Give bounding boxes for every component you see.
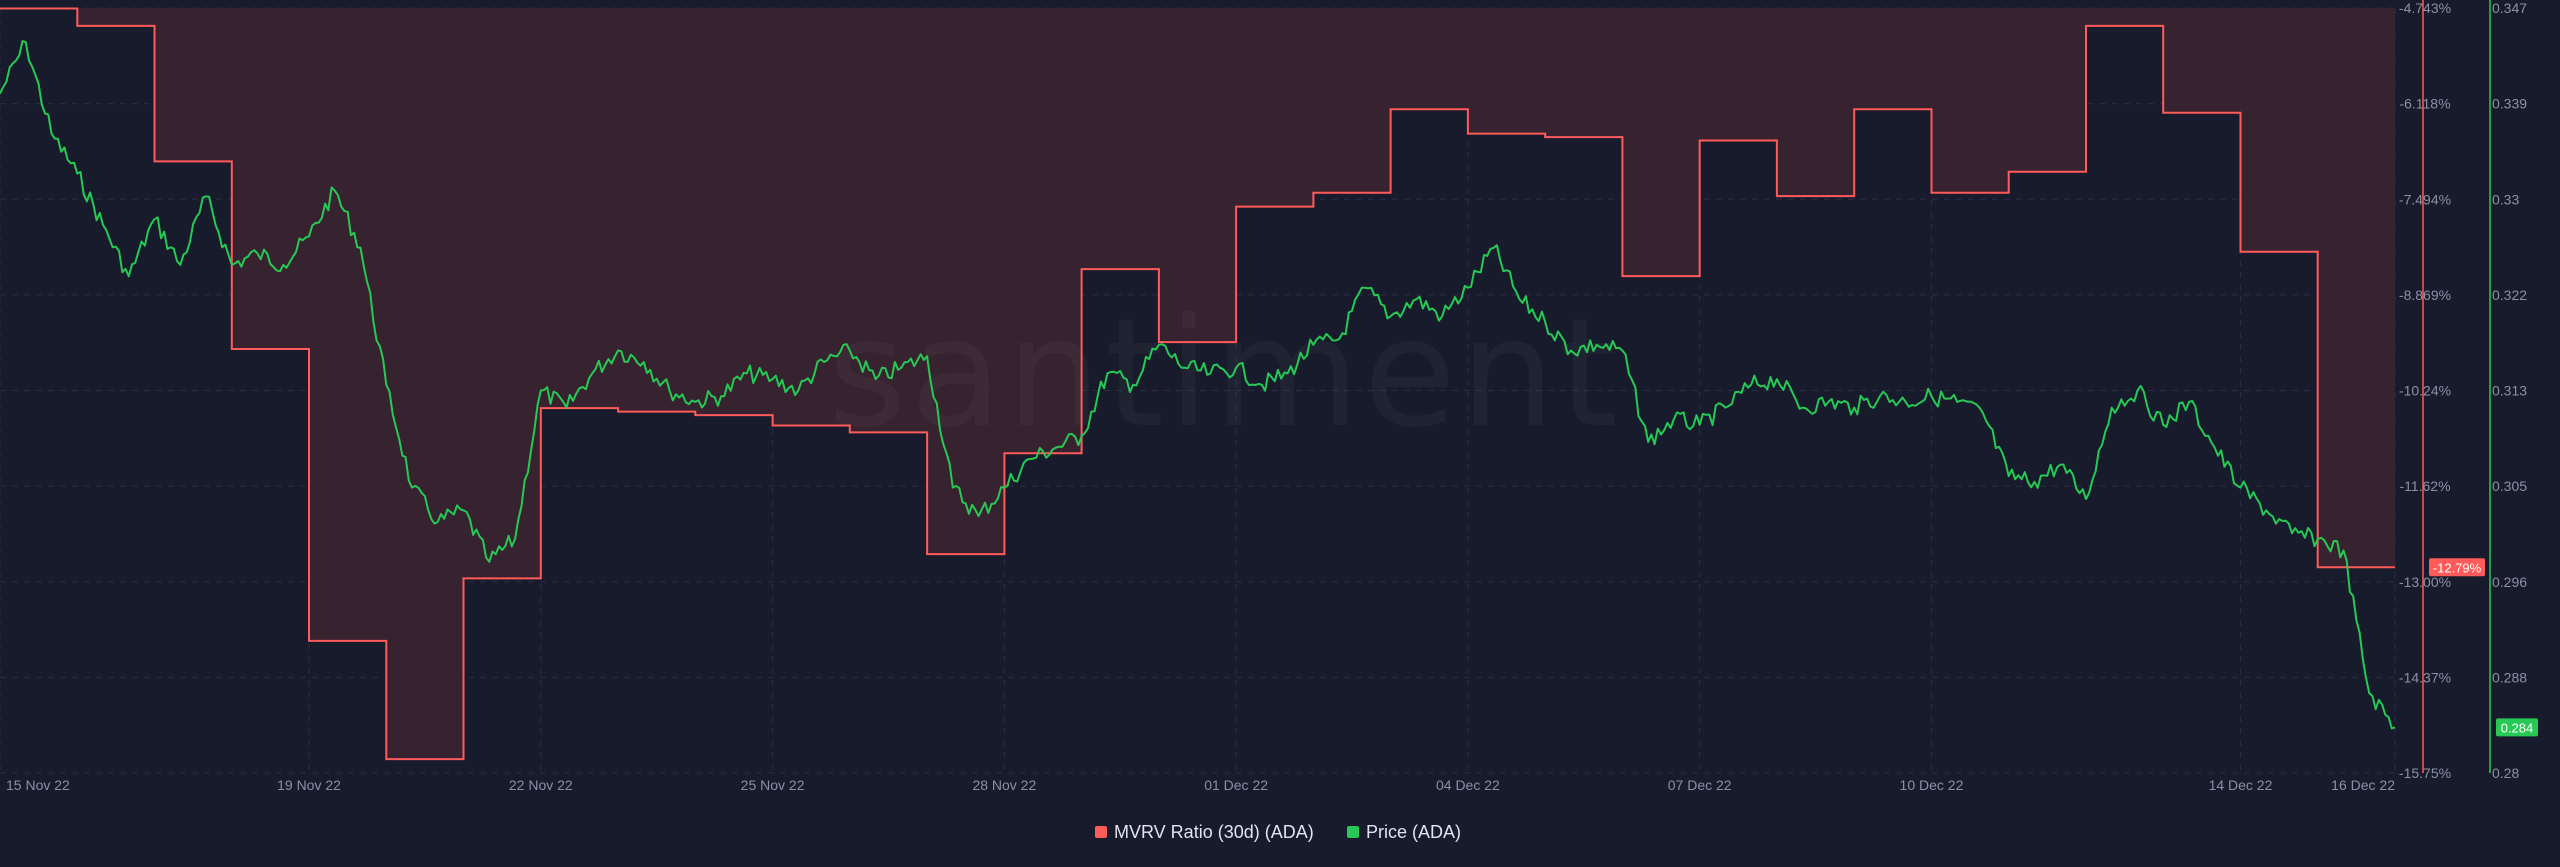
axis-layer: -4.743% 0.347 -6.118% 0.339 -7.494% 0.33 -8.86…	[6, 0, 2527, 793]
right-axis-tick-label: 0.347	[2492, 0, 2527, 16]
legend: MVRV Ratio (30d) (ADA) Price (ADA)	[1095, 822, 1461, 842]
x-axis-tick-label: 16 Dec 22	[2331, 777, 2395, 793]
left-axis-tick-label: -13.00%	[2399, 574, 2451, 590]
left-axis-tick-label: -14.37%	[2399, 669, 2451, 685]
left-axis-tick-label: -15.75%	[2399, 765, 2451, 781]
x-axis-tick-label: 22 Nov 22	[509, 777, 573, 793]
left-axis-tick-label: -11.62%	[2399, 478, 2450, 494]
right-axis-tick-label: 0.322	[2492, 287, 2527, 303]
right-axis-tick-label: 0.288	[2492, 669, 2527, 685]
x-axis-tick-label: 15 Nov 22	[6, 777, 70, 793]
x-axis-tick-label: 25 Nov 22	[741, 777, 805, 793]
right-axis-tick-label: 0.313	[2492, 383, 2527, 399]
right-axis-tick-label: 0.296	[2492, 574, 2527, 590]
legend-label: MVRV Ratio (30d) (ADA)	[1114, 822, 1314, 842]
right-axis-tick-label: 0.305	[2492, 478, 2527, 494]
x-axis-tick-label: 04 Dec 22	[1436, 777, 1500, 793]
left-axis-tick-label: -4.743%	[2399, 0, 2451, 16]
mvrv-last-value-label: -12.79%	[2433, 560, 2482, 575]
legend-swatch	[1347, 826, 1359, 838]
legend-label: Price (ADA)	[1366, 822, 1461, 842]
right-axis-tick-label: 0.28	[2492, 765, 2519, 781]
x-axis-tick-label: 19 Nov 22	[277, 777, 341, 793]
right-axis-tick-label: 0.339	[2492, 96, 2527, 112]
legend-swatch	[1095, 826, 1107, 838]
x-axis-tick-label: 07 Dec 22	[1668, 777, 1732, 793]
price-last-value-label: 0.284	[2501, 720, 2534, 735]
last-value-badges: -12.79% 0.284	[2429, 558, 2538, 737]
santiment-watermark: santiment	[828, 287, 1622, 461]
x-axis-tick-label: 10 Dec 22	[1900, 777, 1964, 793]
x-axis-tick-label: 14 Dec 22	[2209, 777, 2273, 793]
right-axis-tick-label: 0.33	[2492, 191, 2519, 207]
mvrv-series-line	[0, 7, 2395, 761]
left-axis-tick-label: -10.24%	[2399, 383, 2451, 399]
left-axis-tick-label: -8.869%	[2399, 287, 2451, 303]
series-layer	[0, 7, 2396, 761]
mvrv-last-value-badge	[2429, 558, 2485, 577]
left-axis-tick-label: -6.118%	[2399, 96, 2450, 112]
price-last-value-badge	[2496, 718, 2538, 737]
price-series-line	[0, 40, 2396, 730]
x-axis-tick-label: 28 Nov 22	[972, 777, 1036, 793]
x-axis-tick-label: 01 Dec 22	[1204, 777, 1268, 793]
left-axis-tick-label: -7.494%	[2399, 191, 2451, 207]
